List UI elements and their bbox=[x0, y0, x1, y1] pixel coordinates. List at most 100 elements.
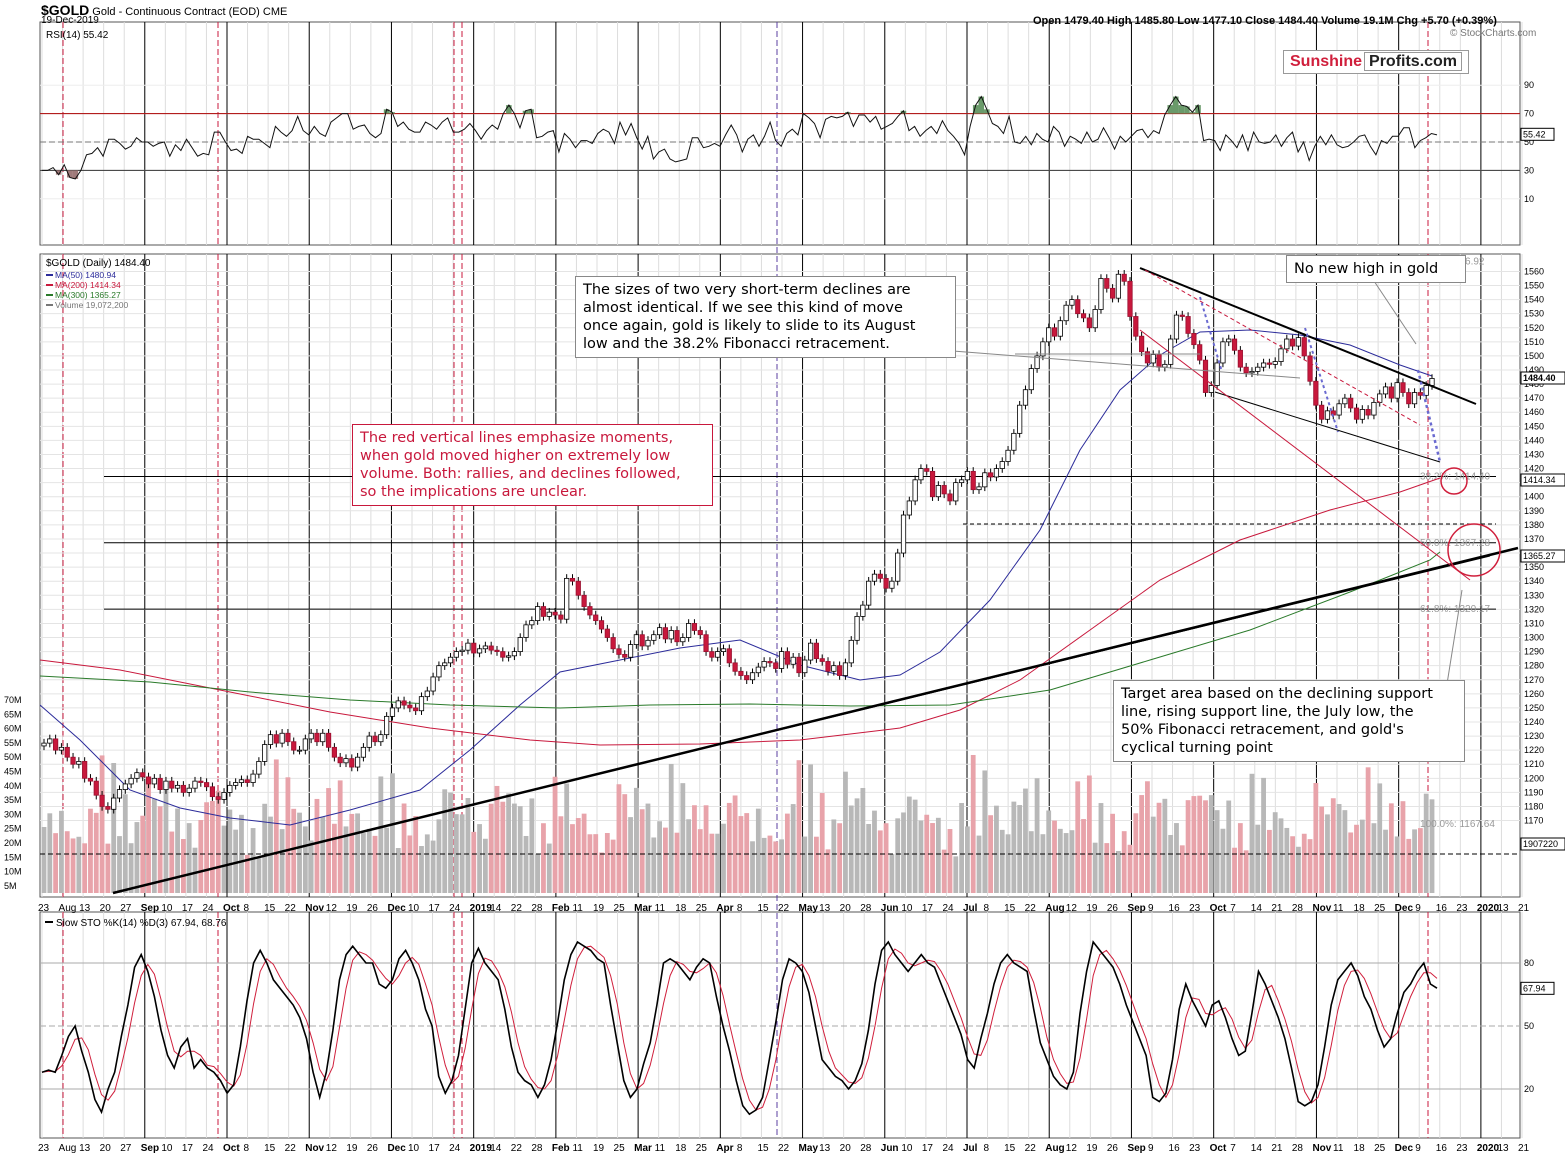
volume-bar bbox=[570, 824, 575, 893]
volume-bar bbox=[250, 828, 256, 893]
price-tick-label: 1530 bbox=[1524, 309, 1544, 319]
volume-bar bbox=[1011, 801, 1017, 893]
volume-bar bbox=[163, 782, 169, 893]
price-candle bbox=[964, 467, 970, 485]
stochastic-x-label: 27 bbox=[120, 1143, 132, 1154]
price-x-label: Aug bbox=[59, 903, 77, 914]
price-candle bbox=[296, 745, 303, 755]
price-candle bbox=[819, 654, 825, 666]
price-tick-label: 1470 bbox=[1524, 393, 1544, 403]
price-candle bbox=[447, 653, 454, 668]
price-candle bbox=[372, 731, 378, 746]
candle-body bbox=[941, 485, 947, 495]
candle-body bbox=[285, 732, 291, 743]
volume-bar bbox=[964, 826, 970, 893]
volume-bar bbox=[1115, 850, 1121, 893]
volume-bar bbox=[674, 832, 680, 893]
volume-bar bbox=[1330, 798, 1336, 893]
price-x-label: 19 bbox=[1086, 903, 1098, 914]
volume-bar bbox=[843, 771, 848, 893]
price-candle bbox=[1260, 358, 1267, 372]
price-candle bbox=[1307, 351, 1313, 386]
stochastic-x-label: Oct bbox=[223, 1143, 240, 1154]
candle-body bbox=[598, 620, 605, 630]
price-candle bbox=[906, 496, 912, 520]
sto-d-line bbox=[41, 945, 1438, 1111]
candle-body bbox=[1092, 309, 1098, 329]
price-tick-label: 1220 bbox=[1524, 745, 1544, 755]
volume-bar bbox=[372, 835, 378, 893]
price-candle bbox=[691, 619, 698, 635]
price-candle bbox=[883, 574, 889, 593]
candle-body bbox=[488, 645, 494, 651]
price-x-label: 17 bbox=[429, 903, 441, 914]
rsi-title: RSI(14) 55.42 bbox=[46, 30, 109, 41]
candle-body bbox=[825, 661, 831, 672]
stochastic-x-label: 21 bbox=[1271, 1143, 1283, 1154]
price-candle bbox=[988, 468, 994, 482]
price-x-label: 18 bbox=[675, 903, 687, 914]
price-candle bbox=[192, 776, 198, 793]
candle-body bbox=[1382, 386, 1389, 395]
price-tag: 1484.40 bbox=[1523, 373, 1556, 383]
volume-bar bbox=[146, 778, 151, 893]
candle-body bbox=[1191, 332, 1197, 346]
candle-body bbox=[1139, 335, 1145, 353]
callout-declines: The sizes of two very short-term decline… bbox=[575, 276, 956, 358]
price-candle bbox=[273, 730, 279, 748]
volume-bar bbox=[604, 833, 610, 893]
volume-bar bbox=[651, 837, 657, 893]
price-candle bbox=[453, 647, 459, 662]
candle-body bbox=[1197, 344, 1203, 361]
price-candle bbox=[587, 602, 593, 620]
price-tick-label: 1270 bbox=[1524, 675, 1544, 685]
stochastic-panel-frame bbox=[39, 911, 1521, 1139]
volume-bar bbox=[802, 836, 808, 893]
price-x-label: Dec bbox=[387, 903, 406, 914]
price-x-label: 25 bbox=[696, 903, 708, 914]
volume-bar bbox=[1423, 793, 1429, 893]
price-candle bbox=[99, 790, 105, 811]
candle-body bbox=[1284, 338, 1290, 350]
volume-bar bbox=[1203, 800, 1208, 893]
price-candle bbox=[308, 729, 314, 744]
volume-bar bbox=[482, 838, 488, 893]
candle-body bbox=[47, 738, 53, 744]
stochastic-x-label: 10 bbox=[901, 1143, 913, 1154]
volume-bar bbox=[779, 839, 784, 893]
volume-bar bbox=[825, 849, 831, 893]
sto-tick-label: 80 bbox=[1524, 958, 1534, 968]
candle-body bbox=[558, 614, 564, 620]
price-candle bbox=[1255, 362, 1261, 376]
volume-bar bbox=[1354, 824, 1359, 893]
volume-bar bbox=[1168, 834, 1174, 893]
candle-body bbox=[866, 580, 872, 606]
price-x-label: 26 bbox=[367, 903, 379, 914]
price-candle bbox=[413, 703, 419, 715]
price-candle bbox=[1057, 316, 1063, 341]
candle-body bbox=[651, 634, 657, 641]
ohlc-summary: Open 1479.40 High 1485.80 Low 1477.10 Cl… bbox=[1033, 15, 1497, 27]
price-x-label: 11 bbox=[655, 903, 666, 914]
price-candle bbox=[325, 729, 332, 752]
candle-body bbox=[1226, 338, 1232, 343]
volume-bar bbox=[610, 839, 616, 893]
stochastic-x-label: 13 bbox=[1497, 1143, 1509, 1154]
candle-body bbox=[1150, 354, 1156, 364]
price-candle bbox=[947, 489, 953, 506]
price-candle bbox=[778, 647, 785, 673]
candle-body bbox=[1011, 432, 1017, 451]
candle-body bbox=[122, 783, 128, 790]
volume-bar bbox=[587, 834, 593, 893]
volume-bar bbox=[430, 840, 436, 893]
candle-body bbox=[105, 806, 111, 810]
candle-body bbox=[1104, 278, 1110, 289]
volume-bar bbox=[1162, 798, 1168, 893]
volume-bar bbox=[750, 841, 755, 893]
stochastic-x-label: 19 bbox=[593, 1143, 605, 1154]
price-candle bbox=[331, 743, 337, 762]
price-x-label: Apr bbox=[716, 903, 733, 914]
price-x-label: 22 bbox=[778, 903, 790, 914]
price-candle bbox=[958, 475, 965, 487]
volume-bar bbox=[1086, 775, 1092, 893]
